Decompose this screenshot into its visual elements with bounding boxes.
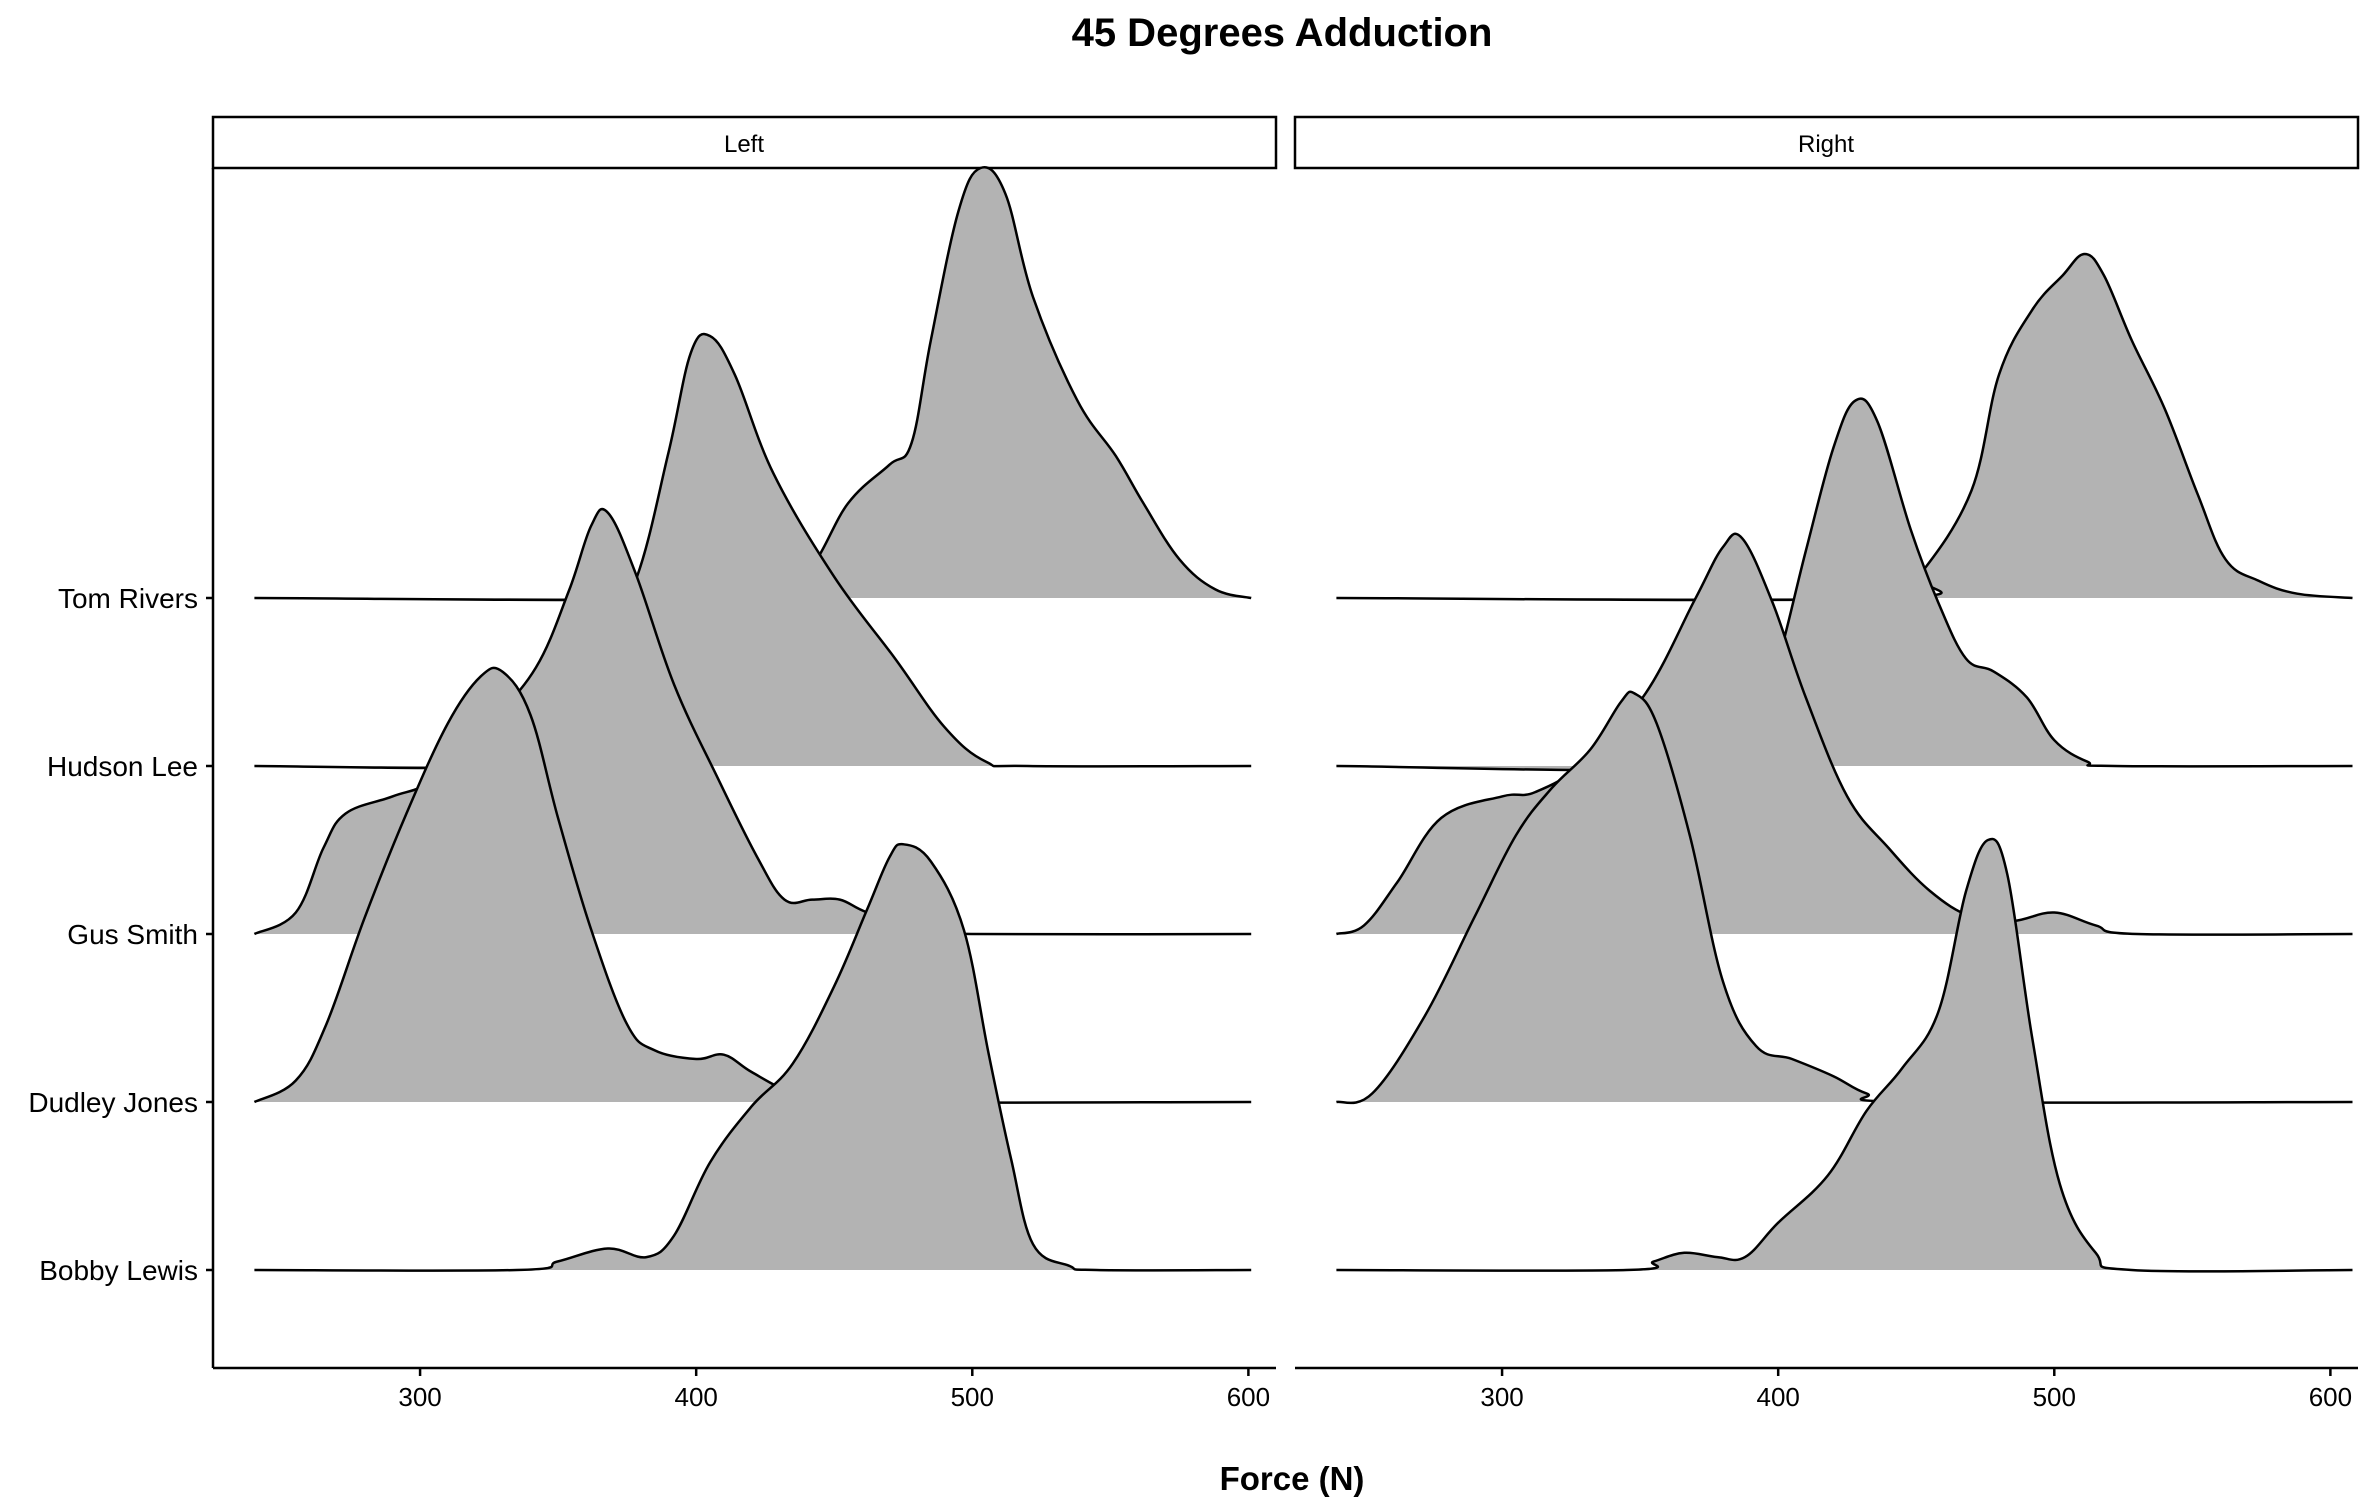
ridge-fill	[1336, 691, 2353, 1103]
x-tick-label: 600	[2309, 1382, 2352, 1412]
facet-strip-label-left: Left	[724, 131, 764, 158]
x-tick-label: 400	[674, 1382, 717, 1412]
y-tick-label: Gus Smith	[67, 919, 198, 950]
ridge-line	[254, 842, 1252, 1272]
ridge-right-bobby-lewis	[1336, 837, 2353, 1273]
x-axis-right: 300 400 500 600	[1480, 1368, 2352, 1412]
ridge-line	[1336, 532, 2353, 936]
x-tick-label: 400	[1756, 1382, 1799, 1412]
ridge-fill	[1336, 254, 2353, 601]
chart-title: 45 Degrees Adduction	[1072, 11, 1493, 55]
x-tick-label: 300	[1480, 1382, 1523, 1412]
facet-strip-right	[1293, 115, 2360, 170]
ridge-fill	[1336, 838, 2353, 1272]
ridge-fill	[254, 667, 1252, 1103]
x-axis-label: Force (N)	[1220, 1460, 1365, 1497]
y-tick-label: Hudson Lee	[47, 751, 198, 782]
ridge-fill	[254, 844, 1252, 1271]
x-axis-left: 300 400 500 600	[398, 1368, 1270, 1412]
facet-strip-left	[211, 115, 1278, 170]
x-tick-label: 300	[398, 1382, 441, 1412]
ridge-line	[1336, 837, 2353, 1273]
ridge-right-dudley-jones	[1336, 690, 2353, 1105]
y-axis: Bobby Lewis Dudley Jones Gus Smith Hudson L…	[28, 583, 213, 1286]
ridges-layer	[253, 166, 2353, 1273]
x-tick-label: 500	[2033, 1382, 2076, 1412]
ridge-fill	[254, 167, 1252, 601]
y-tick-label: Dudley Jones	[28, 1087, 198, 1118]
ridge-left-bobby-lewis	[254, 842, 1252, 1272]
y-tick-label: Bobby Lewis	[39, 1255, 198, 1286]
y-tick-label: Tom Rivers	[58, 583, 198, 614]
ridge-fill	[254, 334, 1252, 769]
ridge-fill	[1336, 398, 2353, 771]
x-tick-label: 600	[1227, 1382, 1270, 1412]
facet-strip-label-right: Right	[1798, 131, 1854, 158]
ridge-line	[1336, 690, 2353, 1105]
x-tick-label: 500	[951, 1382, 994, 1412]
